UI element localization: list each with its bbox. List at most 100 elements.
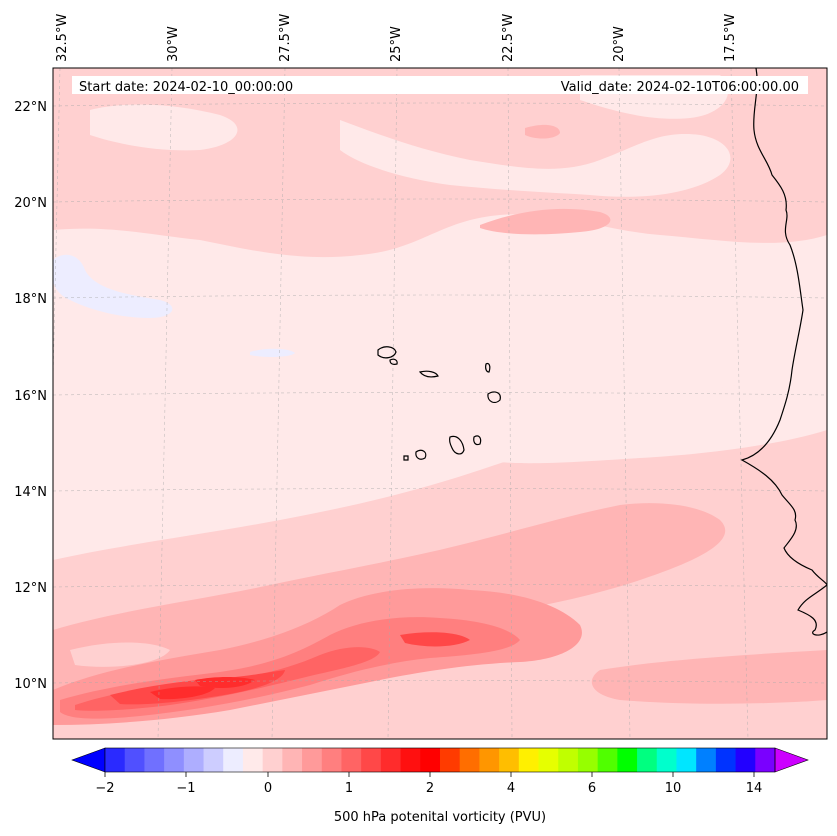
colorbar-cell [459, 748, 480, 772]
colorbar-tick-label: −2 [95, 781, 114, 796]
colorbar-cell [242, 748, 264, 772]
lon-label-25W: 25°W [389, 26, 404, 62]
lon-label-22.5W: 22.5°W [501, 14, 516, 62]
gridline-lon-20 [618, 68, 631, 739]
pv-contour-south-light-hole [500, 370, 827, 464]
lat-label-10N: 10°N [14, 677, 47, 692]
cape-verde-santo-antao [377, 346, 397, 359]
colorbar-cell [479, 748, 500, 772]
longitude-labels: 32.5°W 30°W 27.5°W 25°W 22.5°W 20°W 17.5… [55, 14, 738, 62]
colorbar-cell [676, 748, 697, 772]
colorbar-cell [499, 748, 520, 772]
colorbar-cell [282, 748, 303, 772]
cape-verde-boa-vista [487, 391, 501, 404]
colorbar-cell [262, 748, 283, 772]
colorbar-cell [420, 748, 441, 772]
colorbar-cell [755, 748, 776, 772]
lon-label-32.5W: 32.5°W [55, 14, 70, 62]
lat-label-20N: 20°N [14, 196, 47, 211]
cape-verde-sao-vicente [389, 358, 398, 365]
gridline-lat-16 [53, 392, 827, 396]
pv-negative-patch-2 [250, 348, 295, 358]
pv-contour-north-light-2 [90, 104, 238, 151]
colorbar-cell [183, 748, 205, 772]
african-coastline [740, 68, 827, 586]
gridline-lat-14 [53, 488, 827, 492]
gridline-lat-18 [53, 294, 827, 299]
colorbar-cell [518, 748, 540, 772]
colorbar-tick-label: −1 [176, 781, 195, 796]
colorbar-tick-label: 2 [426, 781, 434, 796]
colorbar-tick-label: 6 [588, 781, 596, 796]
colorbar-cell [380, 748, 402, 772]
latitude-labels: 22°N 20°N 18°N 16°N 14°N 12°N 10°N [14, 100, 47, 692]
colorbar-cell [656, 748, 677, 772]
colorbar-tick-label: 0 [264, 781, 272, 796]
cape-verde-brava [403, 455, 409, 461]
pv-contour-core-6 [195, 677, 255, 688]
colorbar-cell [124, 748, 145, 772]
colorbar-cell [341, 748, 362, 772]
colorbar-cell [440, 748, 461, 772]
colorbar-label: 500 hPa potenital vorticity (PVU) [334, 810, 546, 825]
map-frame [52, 67, 828, 740]
pv-contour-south-band-med-2 [591, 650, 827, 704]
colorbar-cell [400, 748, 421, 772]
lat-label-16N: 16°N [14, 389, 47, 404]
colorbar-tick-label: 14 [746, 781, 763, 796]
gridline-lon-25 [387, 68, 398, 739]
pv-contour-south-light-patch [70, 642, 170, 667]
lon-label-20W: 20°W [612, 26, 627, 62]
pv-contour-north-dark [480, 208, 611, 235]
cape-verde-sao-nicolau [418, 370, 439, 378]
gridline-lat-22 [53, 102, 827, 107]
lat-label-14N: 14°N [14, 485, 47, 500]
colorbar-tick-label: 4 [507, 781, 515, 796]
colorbar-frame [104, 747, 776, 773]
pv-contour-core-7 [400, 632, 470, 647]
graticule [53, 68, 827, 739]
pv-contour-north-light [340, 120, 731, 197]
gridline-lon-27.5 [271, 68, 286, 739]
colorbar-cell [538, 748, 559, 772]
lat-label-22N: 22°N [14, 100, 47, 115]
colorbar-cell [203, 748, 224, 772]
colorbar-cell [617, 748, 638, 772]
colorbar-cell [321, 748, 342, 772]
colorbar-cell [637, 748, 658, 772]
lon-label-30W: 30°W [166, 26, 181, 62]
colorbar-cell [302, 748, 323, 772]
map-panel [53, 68, 827, 739]
african-coast-lower [797, 584, 827, 636]
colorbar-tick-label: 1 [345, 781, 353, 796]
cape-verde-sal [485, 362, 491, 373]
cape-verde-fogo [415, 449, 427, 460]
colorbar-tick-label: 10 [665, 781, 682, 796]
cape-verde-maio [473, 435, 482, 446]
colorbar-cell [164, 748, 185, 772]
colorbar-cell [577, 748, 599, 772]
header-box [72, 76, 808, 94]
colorbar-extend-max [774, 747, 809, 773]
lon-label-17.5W: 17.5°W [723, 14, 738, 62]
lat-label-12N: 12°N [14, 581, 47, 596]
lon-label-27.5W: 27.5°W [278, 14, 293, 62]
colorbar-cell [715, 748, 737, 772]
cape-verde-santiago [449, 435, 465, 455]
gridline-lat-20 [53, 198, 827, 203]
colorbar-cell [696, 748, 717, 772]
valid-date-text: Valid_date: 2024-02-10T06:00:00.00 [561, 80, 799, 95]
colorbar-extend-min [71, 747, 106, 773]
start-date-text: Start date: 2024-02-10_00:00:00 [79, 80, 293, 95]
coastlines [377, 68, 827, 636]
pv-contour-north-dark-2 [525, 124, 560, 139]
pv-contour-core-5 [150, 686, 215, 700]
gridline-lon-22.5 [507, 68, 513, 739]
colorbar-ticks: −2 −1 0 1 2 4 6 10 14 [95, 772, 762, 796]
gridline-lon-30 [157, 68, 173, 739]
colorbar-cell [558, 748, 579, 772]
colorbar-cells [105, 748, 776, 772]
gridline-lat-10 [53, 680, 827, 684]
colorbar-cell [144, 748, 165, 772]
